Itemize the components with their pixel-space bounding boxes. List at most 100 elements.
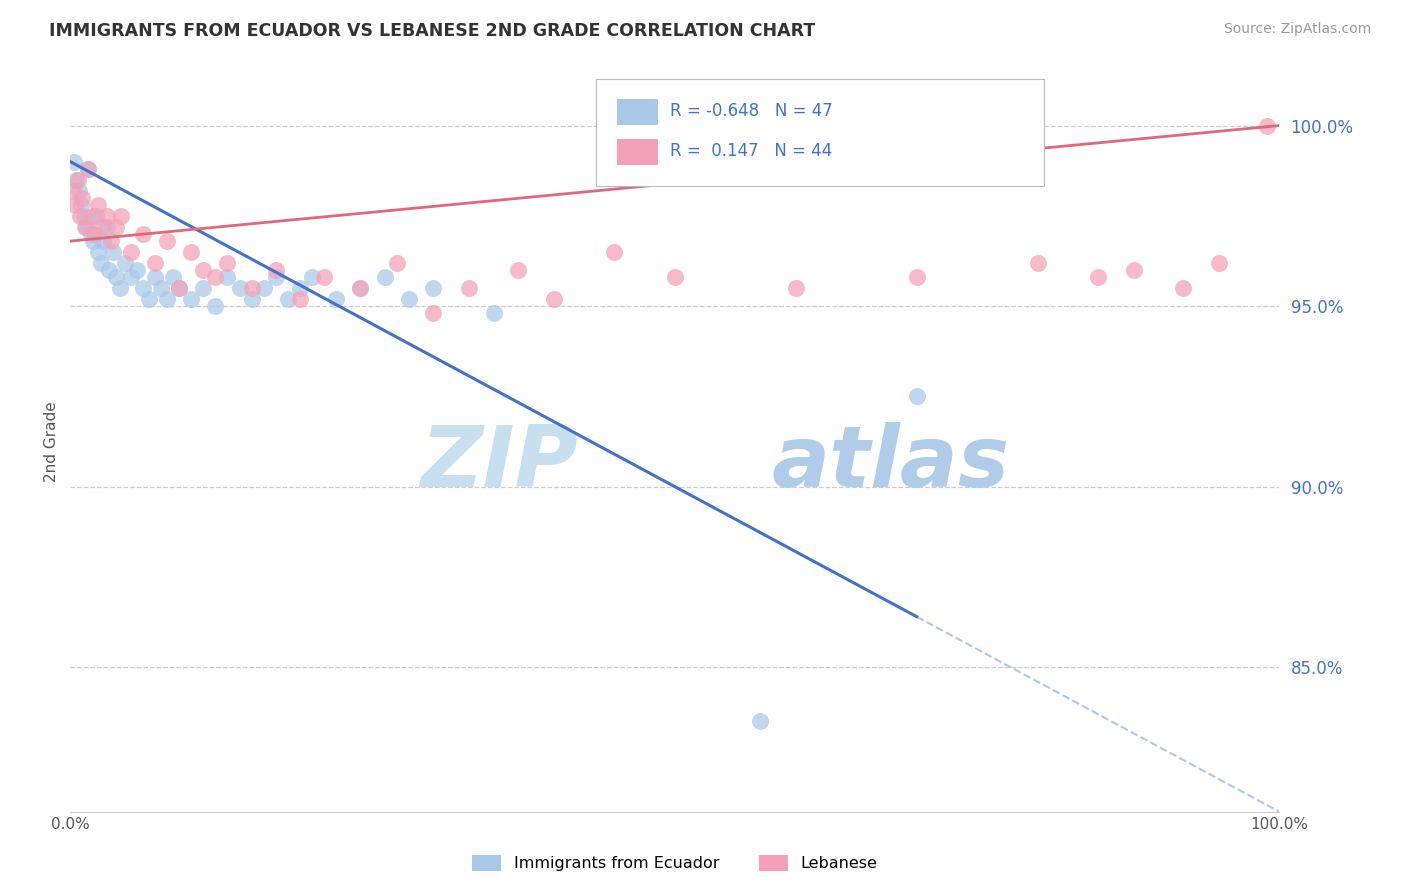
Point	[240, 292, 263, 306]
Point	[63, 198, 86, 212]
Point	[301, 270, 323, 285]
Point	[72, 209, 94, 223]
Point	[314, 270, 336, 285]
Point	[120, 270, 142, 285]
Point	[193, 281, 215, 295]
Point	[1208, 256, 1230, 270]
FancyBboxPatch shape	[596, 78, 1043, 186]
Point	[143, 270, 166, 285]
Text: atlas: atlas	[772, 422, 1010, 505]
Point	[80, 227, 103, 241]
Text: R = -0.648   N = 47: R = -0.648 N = 47	[671, 102, 832, 120]
Point	[603, 244, 626, 259]
Point	[125, 263, 148, 277]
Point	[67, 184, 90, 198]
Point	[72, 191, 94, 205]
Legend: Immigrants from Ecuador, Lebanese: Immigrants from Ecuador, Lebanese	[465, 849, 884, 878]
Point	[114, 256, 136, 270]
Point	[253, 281, 276, 295]
Point	[105, 270, 128, 285]
Point	[138, 292, 160, 306]
Point	[75, 219, 97, 234]
Point	[108, 281, 131, 295]
Point	[458, 281, 481, 295]
Point	[63, 154, 86, 169]
Point	[180, 292, 202, 306]
Point	[90, 256, 111, 270]
Point	[84, 209, 107, 223]
Point	[156, 234, 179, 248]
Point	[80, 209, 103, 223]
Text: IMMIGRANTS FROM ECUADOR VS LEBANESE 2ND GRADE CORRELATION CHART: IMMIGRANTS FROM ECUADOR VS LEBANESE 2ND …	[49, 22, 815, 40]
Point	[132, 227, 155, 241]
Y-axis label: 2nd Grade: 2nd Grade	[44, 401, 59, 482]
Text: ZIP: ZIP	[420, 422, 578, 505]
Point	[150, 281, 173, 295]
Point	[664, 270, 686, 285]
Point	[422, 306, 444, 320]
Point	[543, 292, 565, 306]
Point	[785, 281, 807, 295]
Point	[66, 172, 89, 186]
Text: R =  0.147   N = 44: R = 0.147 N = 44	[671, 142, 832, 160]
Point	[349, 281, 371, 295]
Point	[374, 270, 396, 285]
Point	[264, 263, 287, 277]
Point	[96, 209, 118, 223]
Point	[217, 256, 239, 270]
Point	[77, 161, 100, 176]
Point	[1256, 119, 1278, 133]
Point	[101, 244, 124, 259]
FancyBboxPatch shape	[617, 99, 658, 126]
Point	[506, 263, 529, 277]
Point	[482, 306, 505, 320]
Point	[1123, 263, 1146, 277]
Point	[65, 172, 87, 186]
Point	[73, 219, 96, 234]
Point	[105, 219, 128, 234]
Point	[83, 227, 105, 241]
Point	[905, 389, 928, 403]
Point	[398, 292, 420, 306]
Point	[162, 270, 184, 285]
Point	[100, 234, 122, 248]
Point	[69, 209, 91, 223]
Point	[325, 292, 347, 306]
Point	[110, 209, 132, 223]
Point	[217, 270, 239, 285]
Point	[422, 281, 444, 295]
Point	[167, 281, 190, 295]
Point	[288, 281, 311, 295]
Point	[228, 281, 250, 295]
Point	[277, 292, 299, 306]
Point	[180, 244, 202, 259]
Point	[87, 244, 110, 259]
Point	[1171, 281, 1194, 295]
Point	[905, 270, 928, 285]
Point	[1026, 256, 1049, 270]
Point	[204, 270, 226, 285]
Point	[240, 281, 263, 295]
Point	[1087, 270, 1109, 285]
Point	[98, 263, 121, 277]
Point	[288, 292, 311, 306]
Point	[70, 198, 93, 212]
Point	[748, 714, 770, 729]
Point	[193, 263, 215, 277]
Point	[132, 281, 155, 295]
Point	[91, 234, 114, 248]
Point	[385, 256, 408, 270]
Point	[62, 184, 84, 198]
Point	[96, 219, 118, 234]
FancyBboxPatch shape	[617, 139, 658, 165]
Point	[156, 292, 179, 306]
Point	[90, 219, 112, 234]
Point	[120, 244, 142, 259]
Point	[87, 198, 110, 212]
Point	[349, 281, 371, 295]
Point	[204, 299, 226, 313]
Point	[167, 281, 190, 295]
Point	[264, 270, 287, 285]
Text: Source: ZipAtlas.com: Source: ZipAtlas.com	[1223, 22, 1371, 37]
Point	[143, 256, 166, 270]
